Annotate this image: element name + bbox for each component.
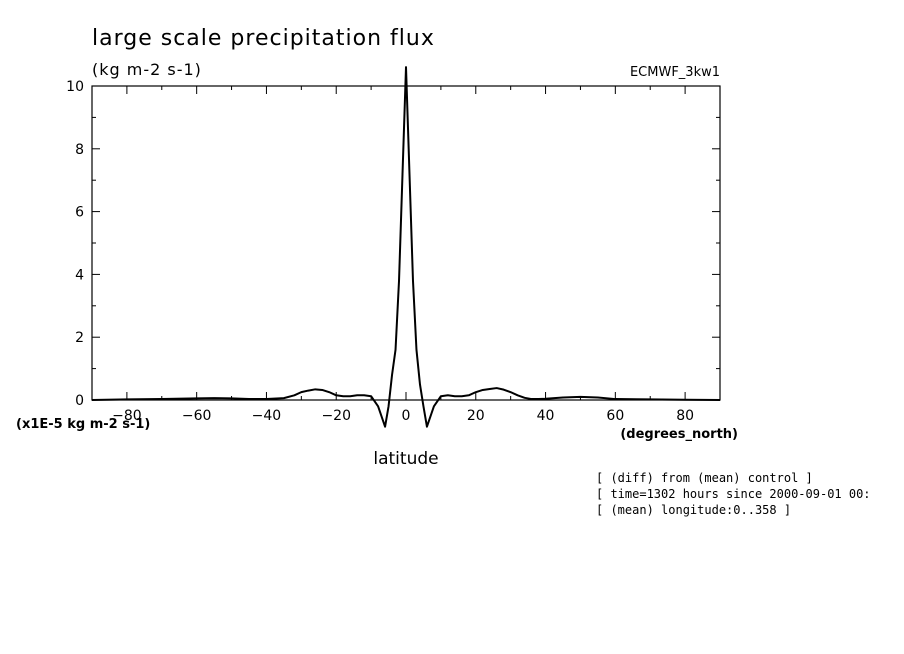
footer-note-time: [ time=1302 hours since 2000-09-01 00: xyxy=(596,487,871,501)
x-units-label: (degrees_north) xyxy=(620,427,738,442)
x-tick-label: 0 xyxy=(402,408,411,424)
x-axis: −80 −60 −40 −20 0 20 40 60 80 xyxy=(91,86,721,424)
footer-note-diff: [ (diff) from (mean) control ] xyxy=(596,471,813,485)
x-axis-label: latitude xyxy=(373,449,438,469)
chart-title: large scale precipitation flux xyxy=(92,26,435,51)
x-tick-label: −80 xyxy=(112,408,142,424)
x-tick-label: 20 xyxy=(467,408,485,424)
x-tick-label: −40 xyxy=(252,408,282,424)
x-tick-label: 60 xyxy=(606,408,624,424)
dataset-label: ECMWF_3kw1 xyxy=(630,65,720,80)
chart-units: (kg m-2 s-1) xyxy=(92,60,202,79)
x-tick-label: 40 xyxy=(537,408,555,424)
series-line xyxy=(91,66,721,428)
y-tick-label: 6 xyxy=(75,205,84,221)
scale-note: (x1E-5 kg m-2 s-1) xyxy=(16,417,150,432)
y-tick-label: 8 xyxy=(75,142,84,158)
y-tick-label: 0 xyxy=(75,393,84,409)
x-tick-label: −60 xyxy=(182,408,212,424)
y-tick-label: 2 xyxy=(75,330,84,346)
x-tick-label: −20 xyxy=(321,408,351,424)
y-tick-label: 4 xyxy=(75,267,84,283)
footer-note-longitude: [ (mean) longitude:0..358 ] xyxy=(596,503,791,517)
x-tick-label: 80 xyxy=(676,408,694,424)
plot-frame xyxy=(91,85,721,401)
y-axis: 0 2 4 6 8 10 xyxy=(66,79,720,409)
y-tick-label: 10 xyxy=(66,79,84,95)
